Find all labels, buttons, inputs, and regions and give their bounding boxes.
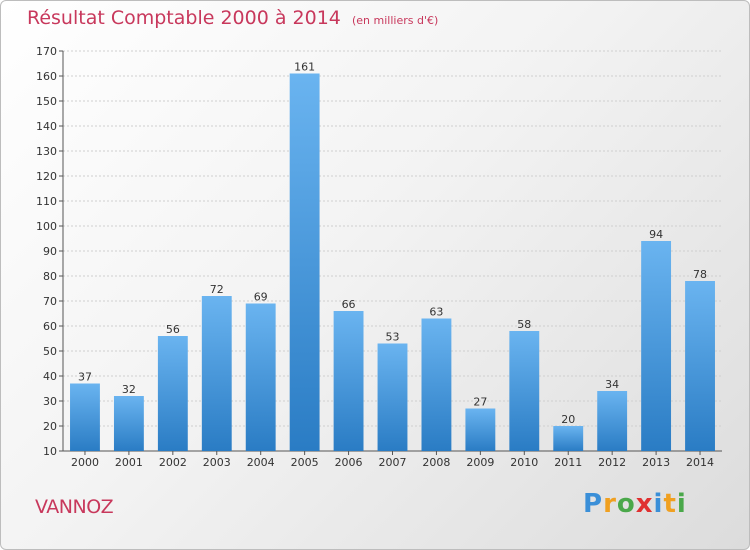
data-label: 63: [429, 306, 443, 319]
commune-name: VANNOZ: [35, 496, 114, 518]
y-tick-label: 70: [43, 295, 57, 308]
logo-letter: t: [663, 489, 677, 519]
y-tick-label: 120: [36, 170, 57, 183]
logo-letter: i: [676, 489, 687, 519]
y-tick-label: 40: [43, 370, 57, 383]
data-label: 94: [649, 228, 663, 241]
logo-letter: x: [635, 489, 654, 519]
y-tick-label: 170: [36, 45, 57, 58]
bar: [641, 241, 672, 451]
logo-letter: i: [653, 489, 664, 519]
data-label: 66: [342, 298, 356, 311]
data-label: 32: [122, 383, 136, 396]
bar: [597, 391, 628, 451]
data-label: 161: [294, 61, 315, 74]
data-label: 69: [254, 291, 268, 304]
x-tick-label: 2011: [554, 456, 582, 469]
y-tick-label: 10: [43, 445, 57, 458]
bar: [465, 408, 496, 451]
data-label: 37: [78, 371, 92, 384]
bar: [333, 311, 364, 451]
x-tick-label: 2013: [642, 456, 670, 469]
x-tick-label: 2009: [466, 456, 494, 469]
bar: [157, 336, 188, 451]
logo-letter: o: [616, 489, 636, 519]
y-tick-label: 140: [36, 120, 57, 133]
data-label: 53: [386, 331, 400, 344]
y-tick-label: 90: [43, 245, 57, 258]
x-tick-label: 2000: [71, 456, 99, 469]
logo-letter: P: [583, 489, 604, 519]
data-label: 34: [605, 378, 619, 391]
x-tick-label: 2002: [159, 456, 187, 469]
bar: [113, 396, 144, 451]
y-tick-label: 160: [36, 70, 57, 83]
data-label: 78: [693, 268, 707, 281]
y-tick-label: 130: [36, 145, 57, 158]
bar: [421, 318, 452, 451]
x-tick-label: 2003: [203, 456, 231, 469]
x-tick-label: 2005: [291, 456, 319, 469]
x-tick-label: 2001: [115, 456, 143, 469]
data-label: 72: [210, 283, 224, 296]
bar: [70, 383, 100, 451]
bar: [553, 426, 584, 451]
y-tick-label: 150: [36, 95, 57, 108]
y-tick-label: 60: [43, 320, 57, 333]
y-tick-label: 100: [36, 220, 57, 233]
y-tick-label: 20: [43, 420, 57, 433]
data-label: 27: [473, 396, 487, 409]
x-tick-label: 2010: [510, 456, 538, 469]
bar: [377, 343, 408, 451]
data-label: 20: [561, 413, 575, 426]
chart-title-block: Résultat Comptable 2000 à 2014 (en milli…: [27, 7, 438, 29]
x-tick-label: 2012: [598, 456, 626, 469]
bar: [201, 296, 232, 451]
x-tick-label: 2007: [379, 456, 407, 469]
y-tick-label: 110: [36, 195, 57, 208]
x-tick-label: 2014: [686, 456, 714, 469]
x-tick-label: 2004: [247, 456, 275, 469]
data-label: 58: [517, 318, 531, 331]
bar: [509, 331, 540, 451]
bar: [685, 281, 715, 451]
bar: [245, 303, 276, 451]
data-label: 56: [166, 323, 180, 336]
y-tick-label: 50: [43, 345, 57, 358]
chart-subtitle: (en milliers d'€): [351, 14, 439, 27]
chart-title: Résultat Comptable 2000 à 2014: [27, 7, 341, 29]
proxiti-logo: Proxiti: [583, 489, 687, 519]
bar: [289, 73, 320, 451]
x-tick-label: 2008: [422, 456, 450, 469]
x-tick-label: 2006: [335, 456, 363, 469]
y-tick-label: 80: [43, 270, 57, 283]
y-tick-label: 30: [43, 395, 57, 408]
logo-letter: r: [603, 489, 617, 519]
